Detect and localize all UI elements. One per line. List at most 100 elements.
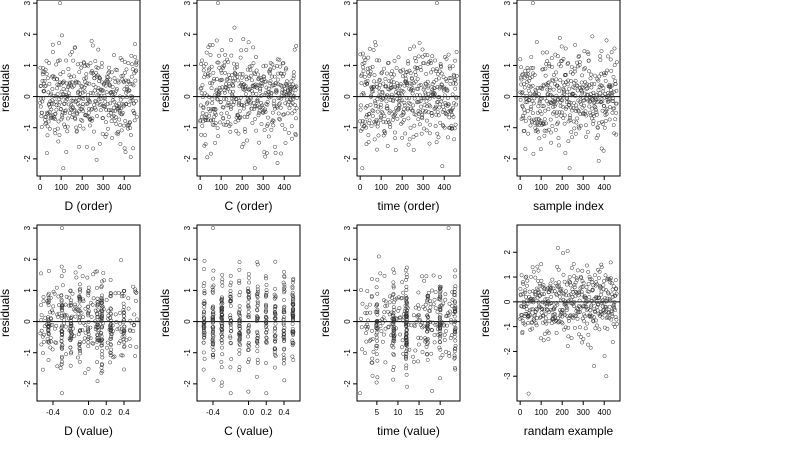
data-point: [597, 269, 602, 274]
data-point: [531, 151, 536, 156]
x-tick-label: 100: [214, 183, 228, 192]
data-point: [384, 71, 389, 76]
data-point: [291, 76, 296, 81]
data-point: [95, 66, 100, 70]
data-point: [432, 297, 437, 302]
data-point: [207, 94, 211, 99]
data-point: [374, 346, 379, 351]
data-point: [201, 327, 206, 332]
data-point: [383, 304, 388, 309]
y-tick-label: 3: [23, 225, 32, 230]
data-point: [365, 78, 370, 83]
data-point: [73, 270, 78, 275]
data-point: [552, 304, 557, 309]
data-point: [219, 308, 224, 313]
data-point: [416, 335, 421, 340]
data-point: [264, 341, 269, 345]
data-point: [242, 114, 247, 119]
data-point: [542, 121, 547, 126]
data-point: [409, 323, 414, 328]
data-point: [49, 115, 54, 120]
data-point: [116, 80, 121, 85]
data-point: [228, 38, 233, 43]
data-point: [39, 125, 44, 129]
data-point: [66, 102, 71, 107]
data-point: [90, 116, 95, 121]
data-point: [255, 340, 260, 345]
data-point: [588, 91, 593, 96]
data-point: [99, 298, 104, 303]
data-point: [439, 71, 444, 76]
data-point: [579, 85, 584, 89]
data-point: [74, 112, 79, 117]
data-point: [424, 118, 429, 123]
data-point: [220, 277, 225, 282]
data-point: [271, 101, 276, 106]
data-point: [120, 334, 125, 339]
y-axis-label: residuals: [0, 289, 12, 337]
data-point: [447, 64, 452, 69]
data-point: [205, 100, 210, 105]
data-point: [603, 118, 608, 123]
data-point: [368, 65, 373, 70]
data-point: [277, 101, 282, 106]
data-point: [607, 105, 612, 110]
data-point: [77, 282, 82, 287]
data-point: [596, 133, 601, 138]
data-point: [271, 83, 275, 88]
data-point: [102, 104, 106, 108]
data-point: [362, 55, 367, 60]
data-point: [228, 315, 233, 320]
data-point: [42, 89, 47, 94]
data-point: [73, 99, 78, 104]
data-point: [131, 323, 136, 328]
data-point: [220, 319, 225, 323]
data-point: [438, 284, 443, 289]
data-point: [259, 77, 264, 82]
data-point: [263, 314, 268, 319]
data-point: [614, 88, 619, 93]
y-tick-label: 3: [23, 0, 32, 5]
data-point: [225, 57, 230, 62]
data-point: [99, 101, 103, 106]
data-point: [404, 288, 409, 293]
x-tick-label: 400: [438, 183, 452, 192]
data-point: [282, 315, 287, 319]
data-point: [39, 313, 44, 318]
data-point: [550, 95, 555, 99]
data-point: [395, 116, 400, 121]
y-tick-label: 0: [343, 94, 352, 99]
data-point: [50, 87, 55, 91]
data-point: [272, 346, 277, 351]
data-point: [255, 104, 259, 109]
data-point: [291, 276, 296, 281]
data-point: [439, 65, 443, 70]
data-point: [390, 117, 395, 122]
data-point: [573, 78, 578, 83]
data-point: [60, 332, 65, 337]
data-point: [396, 91, 401, 96]
data-point: [607, 277, 612, 281]
data-point: [124, 84, 129, 89]
data-point: [278, 64, 283, 69]
data-point: [538, 315, 543, 319]
data-point: [220, 312, 225, 317]
data-point: [592, 309, 597, 314]
data-point: [255, 262, 260, 267]
data-point: [246, 293, 251, 297]
data-point: [419, 104, 423, 109]
data-point: [613, 308, 618, 313]
data-point: [601, 148, 606, 153]
data-point: [543, 297, 548, 302]
data-point: [55, 312, 60, 317]
data-point: [66, 67, 71, 71]
data-point: [259, 83, 264, 88]
data-point: [276, 102, 281, 107]
data-point: [391, 352, 396, 356]
data-point: [74, 98, 79, 103]
data-point: [254, 55, 258, 59]
data-point: [272, 365, 277, 370]
data-point: [212, 123, 217, 127]
data-point: [524, 307, 529, 312]
data-point: [117, 326, 122, 331]
